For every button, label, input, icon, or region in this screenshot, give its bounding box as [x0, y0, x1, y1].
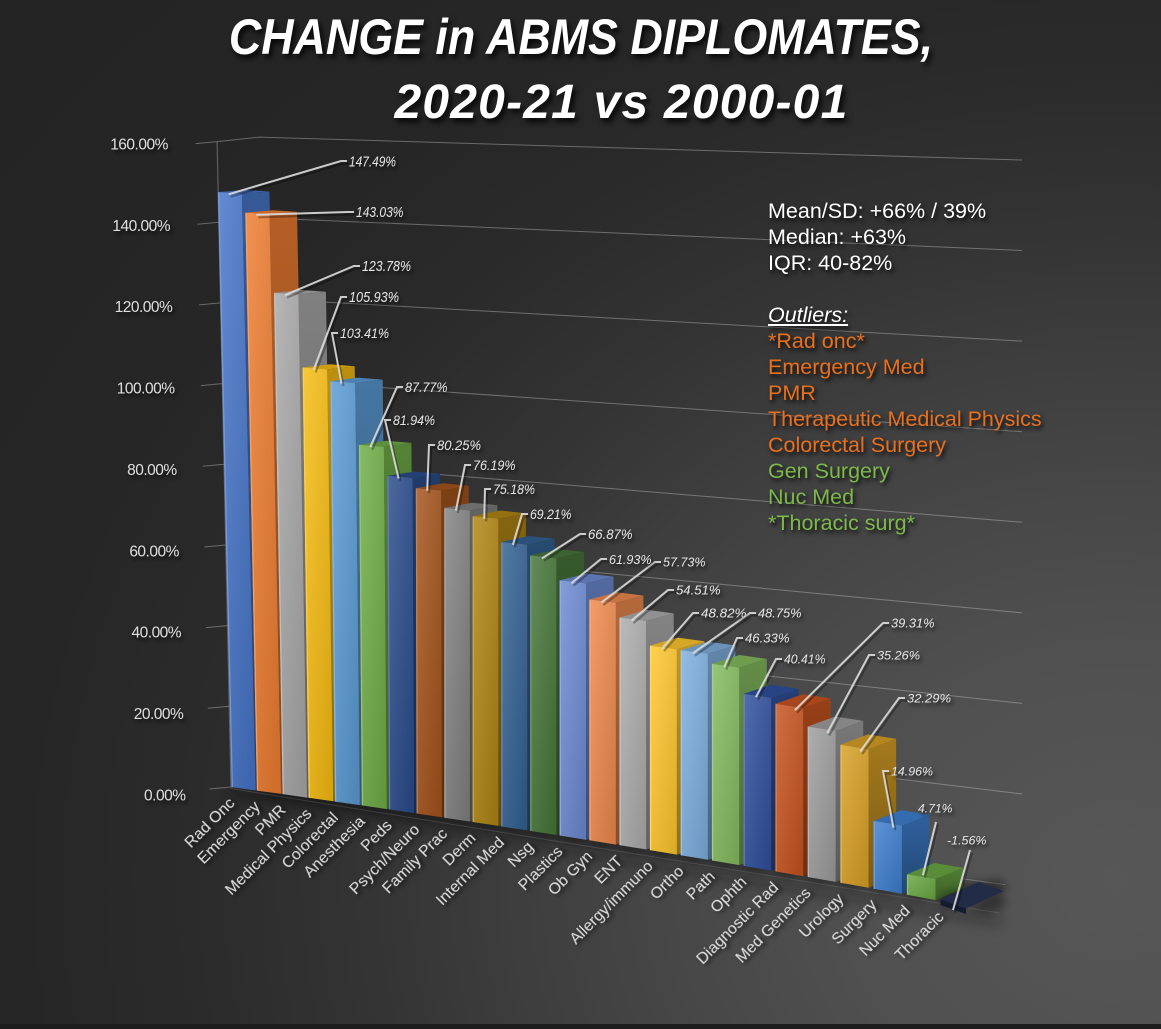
- svg-text:39.31%: 39.31%: [891, 617, 935, 631]
- svg-text:40.41%: 40.41%: [784, 653, 826, 667]
- svg-text:143.03%: 143.03%: [356, 205, 404, 221]
- svg-text:4.71%: 4.71%: [918, 801, 953, 815]
- svg-text:160.00%: 160.00%: [110, 137, 168, 154]
- svg-text:40.00%: 40.00%: [132, 625, 182, 642]
- svg-text:61.93%: 61.93%: [609, 552, 652, 567]
- svg-text:48.75%: 48.75%: [758, 606, 802, 621]
- svg-text:46.33%: 46.33%: [745, 632, 790, 646]
- svg-text:87.77%: 87.77%: [405, 379, 448, 395]
- svg-text:140.00%: 140.00%: [112, 218, 170, 235]
- svg-text:60.00%: 60.00%: [129, 543, 179, 560]
- svg-text:76.19%: 76.19%: [473, 458, 516, 473]
- svg-text:-1.56%: -1.56%: [947, 833, 987, 847]
- svg-text:80.00%: 80.00%: [127, 462, 177, 479]
- svg-text:123.78%: 123.78%: [362, 259, 411, 275]
- svg-text:147.49%: 147.49%: [349, 154, 396, 170]
- svg-text:35.26%: 35.26%: [877, 649, 920, 663]
- svg-text:57.73%: 57.73%: [663, 555, 706, 570]
- svg-text:80.25%: 80.25%: [437, 438, 481, 453]
- svg-text:120.00%: 120.00%: [115, 299, 173, 316]
- svg-text:81.94%: 81.94%: [393, 412, 435, 428]
- svg-text:0.00%: 0.00%: [144, 788, 186, 805]
- svg-text:54.51%: 54.51%: [676, 583, 721, 598]
- svg-text:66.87%: 66.87%: [588, 527, 633, 542]
- svg-text:103.41%: 103.41%: [340, 326, 389, 342]
- svg-text:20.00%: 20.00%: [134, 706, 184, 723]
- svg-text:48.82%: 48.82%: [701, 606, 747, 621]
- svg-text:32.29%: 32.29%: [907, 691, 951, 705]
- svg-text:14.96%: 14.96%: [891, 764, 933, 778]
- svg-text:105.93%: 105.93%: [349, 290, 399, 306]
- svg-text:69.21%: 69.21%: [530, 507, 572, 522]
- svg-text:75.18%: 75.18%: [493, 482, 535, 497]
- svg-text:100.00%: 100.00%: [117, 381, 175, 398]
